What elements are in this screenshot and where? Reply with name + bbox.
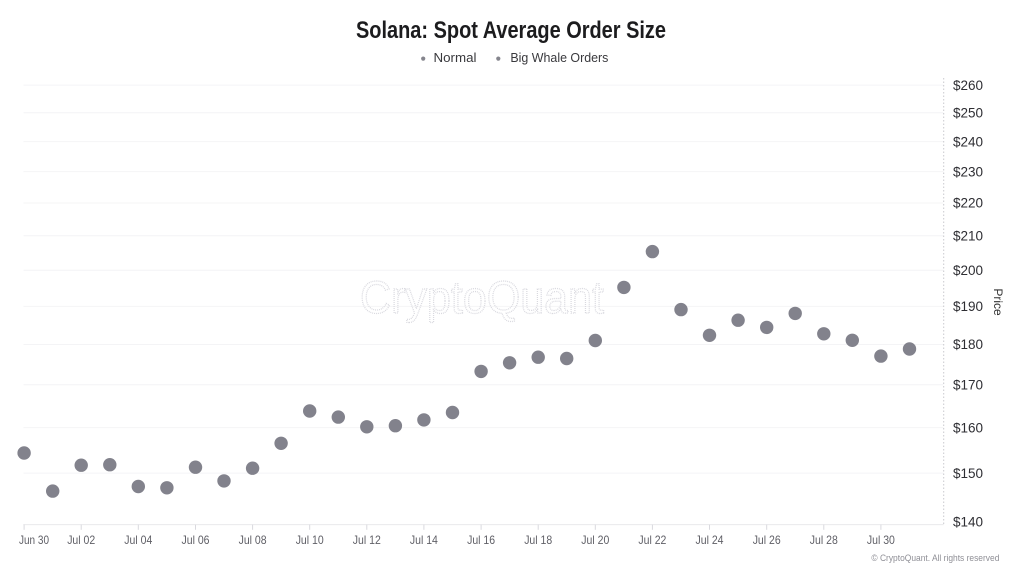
svg-text:$210: $210 bbox=[953, 229, 983, 244]
svg-text:Normal: Normal bbox=[434, 50, 477, 65]
svg-text:Jul 04: Jul 04 bbox=[124, 533, 152, 547]
svg-text:Jul 20: Jul 20 bbox=[581, 533, 609, 547]
svg-text:$150: $150 bbox=[953, 466, 983, 481]
svg-text:$250: $250 bbox=[953, 106, 983, 121]
svg-text:Jul 22: Jul 22 bbox=[638, 533, 666, 547]
svg-text:$220: $220 bbox=[953, 196, 983, 211]
svg-text:$240: $240 bbox=[953, 134, 983, 149]
svg-text:$140: $140 bbox=[953, 515, 983, 530]
svg-text:Jul 24: Jul 24 bbox=[696, 533, 724, 547]
svg-text:Jul 16: Jul 16 bbox=[467, 533, 495, 547]
svg-text:Price: Price bbox=[991, 288, 1005, 316]
svg-text:Jul 06: Jul 06 bbox=[182, 533, 210, 547]
svg-text:Solana: Spot Average Order Siz: Solana: Spot Average Order Size bbox=[356, 17, 666, 44]
svg-text:Jul 02: Jul 02 bbox=[67, 533, 95, 547]
svg-text:$180: $180 bbox=[953, 337, 983, 352]
svg-text:Jul 10: Jul 10 bbox=[296, 533, 324, 547]
svg-text:Jul 14: Jul 14 bbox=[410, 533, 438, 547]
svg-text:Jul 12: Jul 12 bbox=[353, 533, 381, 547]
svg-text:Jul 08: Jul 08 bbox=[239, 533, 267, 547]
svg-text:Jun 30: Jun 30 bbox=[19, 533, 49, 547]
svg-text:$200: $200 bbox=[953, 263, 983, 278]
svg-text:© CryptoQuant. All rights rese: © CryptoQuant. All rights reserved bbox=[871, 553, 999, 564]
svg-text:$170: $170 bbox=[953, 378, 983, 393]
svg-text:$260: $260 bbox=[953, 78, 983, 93]
svg-text:CryptoQuant: CryptoQuant bbox=[360, 272, 604, 323]
svg-text:$190: $190 bbox=[953, 299, 983, 314]
svg-text:$160: $160 bbox=[953, 420, 983, 435]
svg-text:$230: $230 bbox=[953, 164, 983, 179]
svg-text:Jul 18: Jul 18 bbox=[524, 533, 552, 547]
svg-text:Jul 28: Jul 28 bbox=[810, 533, 838, 547]
svg-text:Big Whale Orders: Big Whale Orders bbox=[510, 50, 608, 65]
svg-text:Jul 30: Jul 30 bbox=[867, 533, 895, 547]
svg-text:Jul 26: Jul 26 bbox=[753, 533, 781, 547]
